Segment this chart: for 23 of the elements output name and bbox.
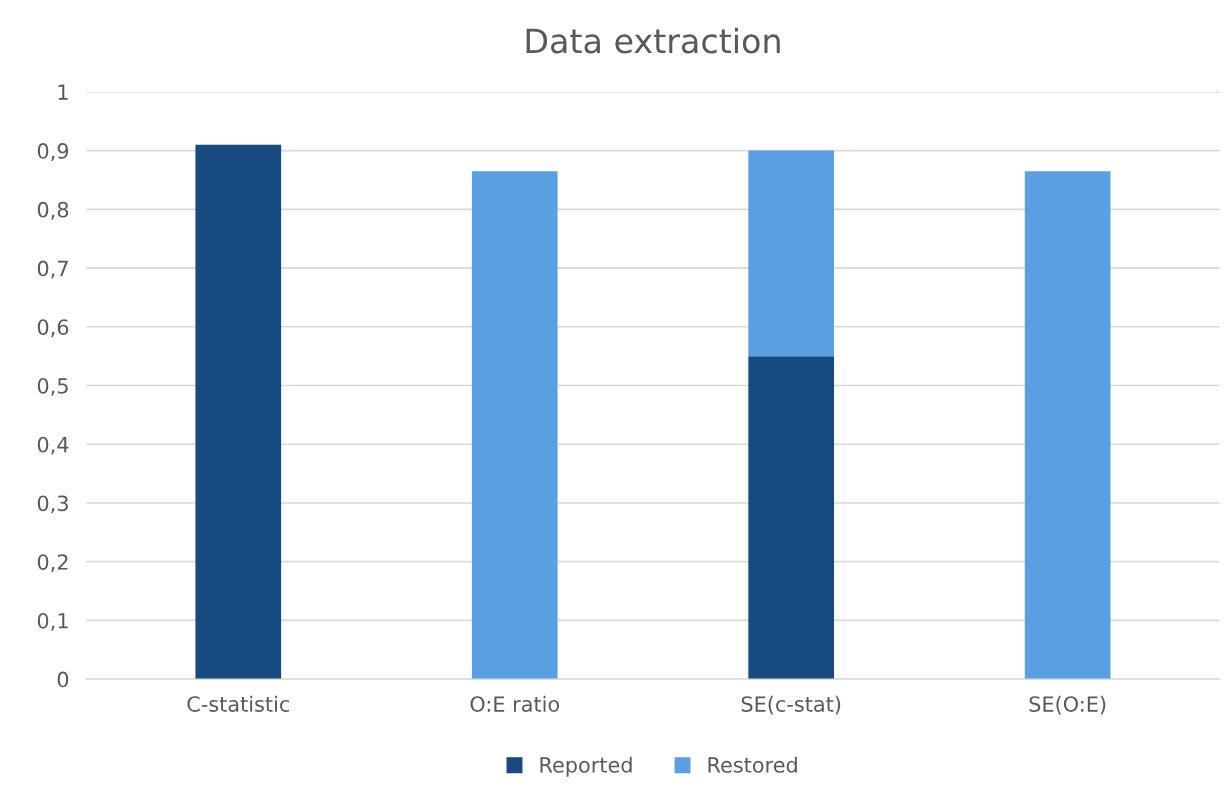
y-tick-label: 0,2 [37,554,68,573]
y-tick-label: 1 [58,84,68,100]
y-tick-label: 0,6 [37,319,69,338]
x-tick-label: O:E ratio [470,695,560,712]
bar [748,356,835,680]
y-tick-label: 0,8 [37,201,69,220]
bar [1024,171,1111,680]
x-tick-label: SE(c-stat) [741,695,841,715]
y-tick-label: 0,4 [37,436,69,455]
y-tick-label: 0,5 [37,377,68,396]
y-tick-label: 0,7 [37,260,68,279]
bar [195,144,282,680]
bar [471,171,558,680]
x-tick-label: SE(O:E) [1029,695,1106,715]
chart-title: Data extraction [526,27,780,54]
y-tick-label: 0,1 [37,612,68,631]
y-tick-label: 0,3 [37,495,68,514]
y-tick-label: 0 [57,671,69,688]
y-tick-label: 0,9 [37,143,69,161]
x-tick-label: C-statistic [187,695,290,712]
bar [748,150,835,357]
legend-label: Restored [708,756,797,773]
legend-label: Reported [540,756,632,777]
